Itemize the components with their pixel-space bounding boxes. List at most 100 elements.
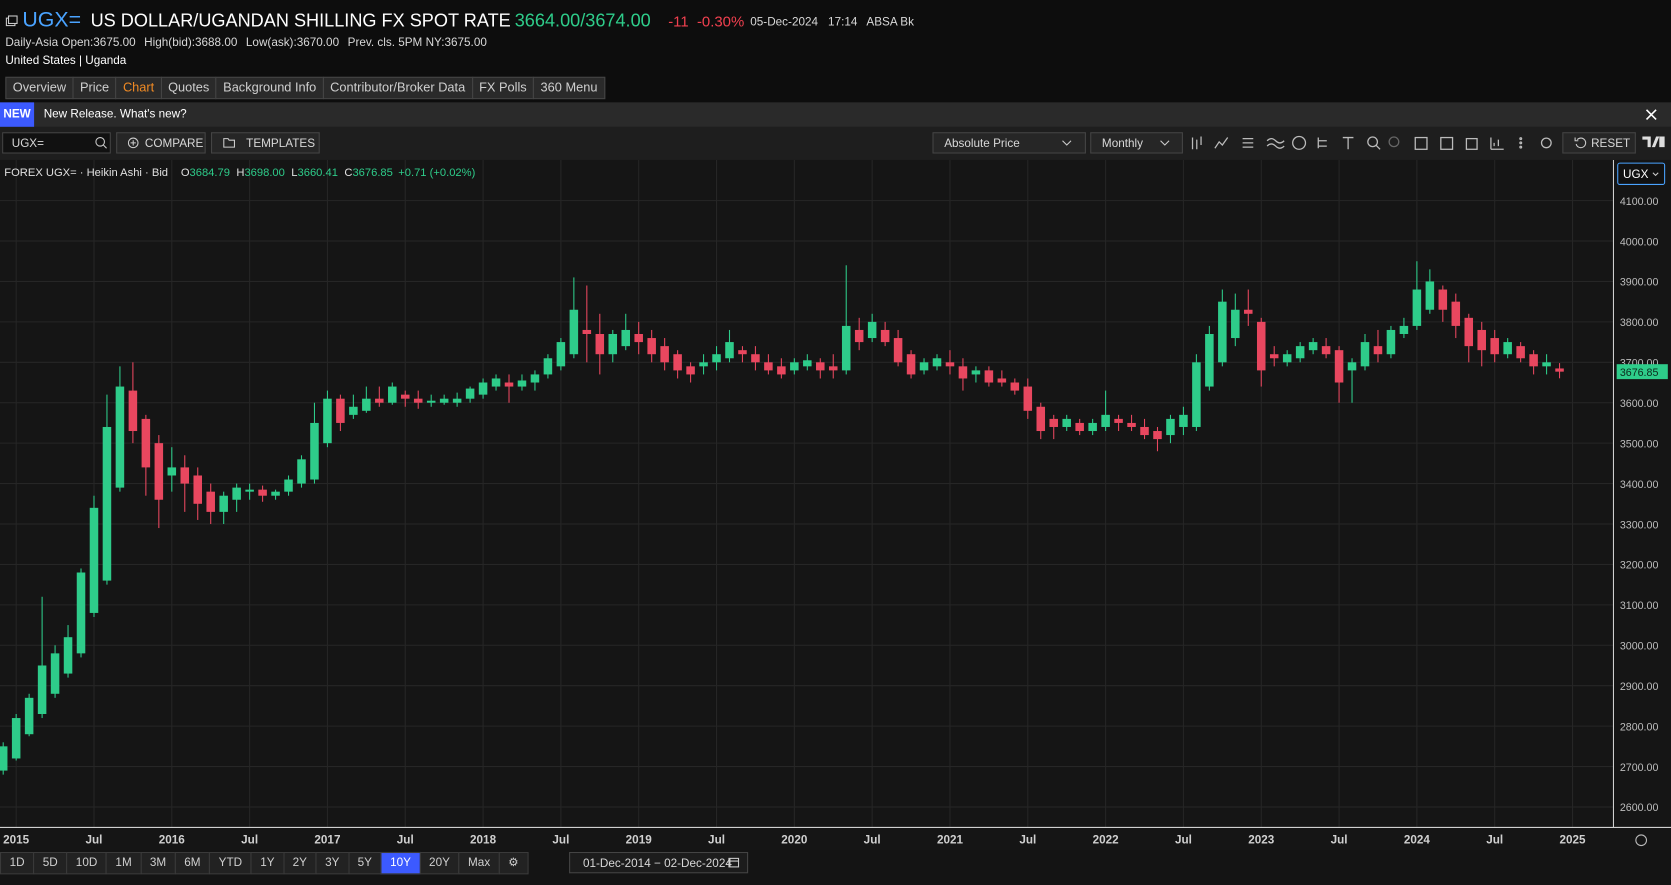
- x-tick-label: 2023: [1248, 833, 1275, 846]
- candle-body: [1205, 334, 1214, 387]
- candle-body: [634, 334, 643, 343]
- range-button[interactable]: 1D: [0, 851, 35, 875]
- candle-body: [1464, 317, 1474, 347]
- x-tick-label: Jul: [241, 833, 258, 846]
- range-button[interactable]: 1Y: [250, 851, 285, 875]
- candle-body: [413, 398, 423, 403]
- candle-body: [1049, 418, 1058, 427]
- banner-text[interactable]: New Release. What's new?: [43, 107, 187, 121]
- tabs: Overview Price Chart Quotes Background Info C…: [5, 76, 605, 100]
- legend: FOREX UGX= · Heikin Ashi · Bid O3684.79 H3…: [4, 167, 475, 179]
- candle-body: [1425, 281, 1435, 310]
- candle-body: [478, 382, 488, 395]
- candle-body: [349, 406, 358, 415]
- range-button[interactable]: 10D: [66, 851, 107, 875]
- range-button[interactable]: Max: [458, 851, 500, 875]
- candle-body: [465, 388, 475, 399]
- candle-body: [1256, 321, 1266, 371]
- range-button[interactable]: 5D: [33, 851, 68, 875]
- compare-button[interactable]: COMPARE: [116, 132, 206, 154]
- time: 17:14: [828, 15, 858, 29]
- candle-body: [945, 362, 955, 367]
- detail: Prev. cls. 5PM NY:3675.00: [347, 36, 487, 50]
- search-icon[interactable]: [95, 136, 108, 149]
- candle-body: [569, 309, 579, 355]
- range-button[interactable]: 3Y: [315, 851, 350, 875]
- tab[interactable]: Quotes: [160, 76, 217, 100]
- candle-body: [764, 362, 773, 371]
- interval-dropdown[interactable]: Monthly: [1090, 132, 1183, 154]
- bid-ask: 3664.00/3674.00: [514, 10, 651, 31]
- tab[interactable]: Price: [72, 76, 117, 100]
- candle-body: [180, 467, 190, 484]
- x-tick-label: 2019: [626, 833, 653, 846]
- x-tick-label: Jul: [1175, 833, 1192, 846]
- range-button[interactable]: 1M: [105, 851, 142, 875]
- candle-body: [673, 354, 682, 371]
- settings-icon: [1635, 834, 1648, 847]
- candle-body: [426, 400, 436, 403]
- price-mode-dropdown[interactable]: Absolute Price: [932, 132, 1086, 154]
- range-button[interactable]: 10Y: [380, 851, 421, 875]
- tab[interactable]: Background Info: [215, 76, 324, 100]
- candle-body: [1308, 342, 1318, 351]
- y-tick-label: 2600.00: [1620, 802, 1659, 814]
- logo: [1642, 136, 1665, 148]
- range-button[interactable]: 5Y: [348, 851, 382, 875]
- candle-body: [504, 382, 514, 387]
- chevron: [1062, 140, 1072, 146]
- tool-icons[interactable]: [1189, 134, 1557, 151]
- tab[interactable]: Chart: [115, 76, 162, 100]
- range-button[interactable]: YTD: [209, 851, 252, 875]
- candle-body: [1244, 309, 1253, 314]
- legend-key: H: [236, 167, 244, 179]
- y-tick-label: 3000.00: [1620, 641, 1659, 653]
- y-tick-label: 3300.00: [1620, 519, 1659, 531]
- legend-key: O: [181, 167, 190, 179]
- price-mode: Absolute Price: [944, 137, 1020, 151]
- tab[interactable]: FX Polls: [471, 76, 535, 100]
- candle-body: [1477, 329, 1486, 351]
- tab[interactable]: Overview: [5, 76, 74, 100]
- date-range[interactable]: 01-Dec-2014 − 02-Dec-2024: [569, 851, 749, 874]
- chart: 2600.00 2700.00 2800.00 2900.00 3000.00 3100.…: [0, 159, 1671, 851]
- legend-value: 3676.85: [352, 167, 392, 179]
- y-tick-label: 3800.00: [1620, 317, 1659, 329]
- candle-body: [219, 495, 228, 512]
- candle-body: [323, 398, 332, 444]
- symbol-input[interactable]: UGX=: [2, 132, 111, 154]
- close-icon[interactable]: [1645, 109, 1657, 121]
- date-from: 01-Dec-2014: [582, 857, 651, 871]
- candle-body: [1036, 406, 1046, 432]
- range-buttons: 1D 5D 10D 1M 3M 6M YTD 1Y 2Y 3Y 5Y 10Y 20Y Max ⚙: [0, 851, 529, 875]
- candle-body: [297, 459, 306, 484]
- detail: Daily-Asia Open:3675.00: [5, 36, 136, 50]
- range-button[interactable]: 6M: [174, 851, 211, 875]
- templates-button[interactable]: TEMPLATES: [211, 132, 320, 154]
- candle-body: [790, 362, 799, 371]
- x-tick-label: Jul: [552, 833, 569, 846]
- candle-body: [167, 467, 177, 476]
- candle-body: [867, 321, 877, 339]
- y-tick-label: 3200.00: [1620, 560, 1659, 572]
- candle-body: [893, 338, 903, 363]
- legend-change: +0.71 (+0.02%): [398, 167, 475, 179]
- tab[interactable]: 360 Menu: [533, 76, 605, 100]
- templates: TEMPLATES: [246, 137, 316, 151]
- candle-body: [1386, 329, 1396, 355]
- candle-body: [452, 398, 462, 403]
- candle-body: [556, 342, 566, 367]
- candle-body: [1399, 325, 1409, 335]
- tab[interactable]: Contributor/Broker Data: [322, 76, 473, 100]
- range-button[interactable]: 3M: [140, 851, 176, 875]
- range-button[interactable]: 2Y: [283, 851, 317, 875]
- range-button[interactable]: 20Y: [419, 851, 460, 875]
- settings-button[interactable]: ⚙: [498, 851, 529, 875]
- change: -11: [668, 12, 689, 30]
- candle-body: [0, 746, 8, 771]
- details: Daily-Asia Open:3675.00 High(bid):3688.00…: [5, 36, 495, 49]
- candle-body: [777, 366, 786, 375]
- candle-body: [803, 360, 812, 367]
- y-tick-label: 3400.00: [1620, 479, 1659, 491]
- candle-body: [1516, 346, 1525, 359]
